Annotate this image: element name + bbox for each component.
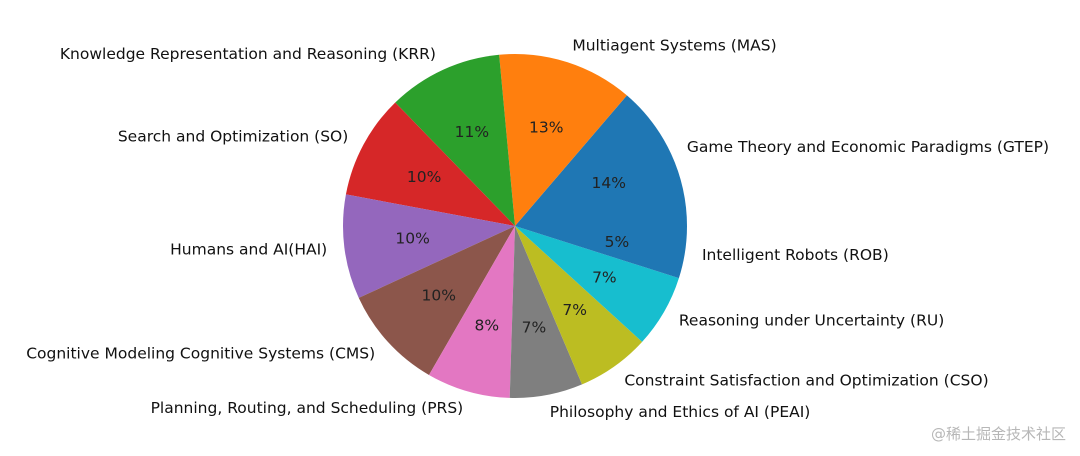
slice-percent-label: 10% bbox=[422, 287, 456, 305]
pie-slice bbox=[515, 226, 687, 279]
slice-percent-label: 10% bbox=[395, 230, 429, 248]
slice-category-label: Game Theory and Economic Paradigms (GTEP… bbox=[687, 138, 1049, 156]
pie-slice bbox=[499, 54, 627, 226]
pie-slice bbox=[395, 54, 515, 227]
watermark: @稀土掘金技术社区 bbox=[930, 425, 1066, 443]
slice-category-label: Cognitive Modeling Cognitive Systems (CM… bbox=[26, 344, 375, 362]
slice-percent-label: 5% bbox=[605, 233, 630, 251]
slice-percent-label: 7% bbox=[562, 301, 587, 319]
slice-percent-label: 7% bbox=[522, 318, 547, 336]
slice-category-label: Planning, Routing, and Scheduling (PRS) bbox=[151, 399, 464, 417]
slice-category-label: Humans and AI(HAI) bbox=[170, 240, 327, 258]
slice-category-label: Intelligent Robots (ROB) bbox=[702, 246, 889, 264]
pie-slice bbox=[345, 102, 515, 226]
slice-category-label: Knowledge Representation and Reasoning (… bbox=[60, 45, 436, 63]
slice-percent-label: 11% bbox=[455, 123, 489, 141]
slice-category-label: Multiagent Systems (MAS) bbox=[572, 37, 776, 55]
category-labels: Game Theory and Economic Paradigms (GTEP… bbox=[26, 37, 1049, 421]
slice-percent-label: 10% bbox=[407, 168, 441, 186]
pie-slice bbox=[358, 226, 515, 375]
slice-category-label: Search and Optimization (SO) bbox=[118, 127, 348, 145]
pie-slices bbox=[342, 54, 687, 398]
pie-slice bbox=[515, 95, 687, 226]
percent-labels: 14% 13% 11% 10% 10% 10% 8% 7% 7% 7% 5% bbox=[395, 119, 629, 337]
slice-percent-label: 14% bbox=[592, 174, 626, 192]
slice-percent-label: 13% bbox=[529, 119, 563, 137]
slice-category-label: Philosophy and Ethics of AI (PEAI) bbox=[550, 403, 811, 421]
slice-category-label: Constraint Satisfaction and Optimization… bbox=[624, 371, 988, 389]
pie-slice bbox=[342, 194, 515, 298]
slice-percent-label: 8% bbox=[474, 316, 499, 334]
pie-slice bbox=[515, 226, 679, 342]
slice-category-label: Reasoning under Uncertainty (RU) bbox=[679, 312, 944, 330]
pie-slice bbox=[509, 226, 583, 398]
pie-slice bbox=[429, 226, 515, 398]
pie-slice bbox=[515, 226, 643, 385]
slice-percent-label: 7% bbox=[592, 269, 617, 287]
